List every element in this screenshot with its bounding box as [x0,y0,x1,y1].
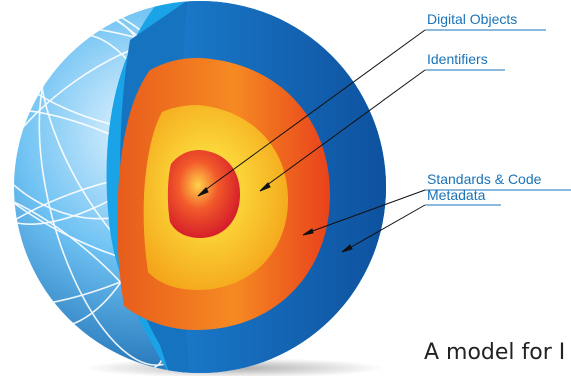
leader-metadata [345,204,426,251]
leader-digital-objects [200,29,426,194]
label-standards-code[interactable]: Standards & Code [427,171,542,187]
leader-identifiers [262,69,426,189]
leader-standards-code [306,189,426,234]
label-underlines [425,29,571,206]
arrowhead-standards-code [302,228,314,236]
leader-lines [197,29,426,253]
label-metadata[interactable]: Metadata [427,187,486,203]
arrowhead-identifiers [259,182,271,192]
label-identifiers[interactable]: Identifiers [427,51,488,67]
label-digital-objects[interactable]: Digital Objects [427,11,517,27]
arrowhead-metadata [341,244,353,253]
arrowhead-digital-objects [197,187,209,197]
caption-text: A model for I [424,340,566,365]
